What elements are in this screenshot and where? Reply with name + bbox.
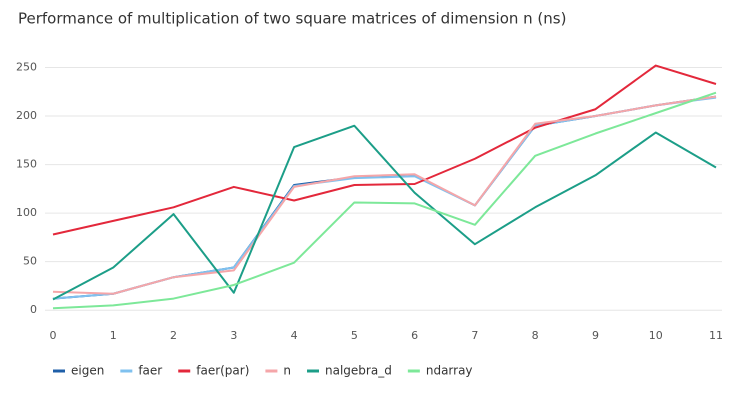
x-tick-label: 6 [411,329,418,342]
x-tick-label: 11 [709,329,723,342]
x-tick-label: 4 [291,329,298,342]
legend-label: faer(par) [196,364,249,378]
x-tick-label: 2 [170,329,177,342]
x-tick-label: 5 [351,329,358,342]
y-tick-label: 200 [16,109,37,122]
series-line [52,96,717,300]
x-tick-label: 9 [592,329,599,342]
legend-label: ndarray [426,364,473,378]
legend-label: n [283,364,291,378]
x-tick-label: 0 [50,329,57,342]
series-line [52,124,717,301]
chart-title: Performance of multiplication of two squ… [18,10,566,28]
x-tick-label: 1 [110,329,117,342]
legend-label: eigen [71,364,104,378]
series-line [52,91,717,310]
y-tick-label: 0 [30,303,37,316]
x-tick-label: 3 [230,329,237,342]
y-tick-label: 250 [16,60,37,73]
legend-label: faer [138,364,162,378]
x-tick-label: 7 [471,329,478,342]
x-tick-label: 10 [649,329,663,342]
x-tick-label: 8 [532,329,539,342]
series-line [52,95,717,295]
legend-label: nalgebra_d [325,364,392,378]
y-tick-label: 150 [16,158,37,171]
y-tick-label: 100 [16,206,37,219]
series-line [52,64,717,236]
y-tick-label: 50 [23,255,37,268]
